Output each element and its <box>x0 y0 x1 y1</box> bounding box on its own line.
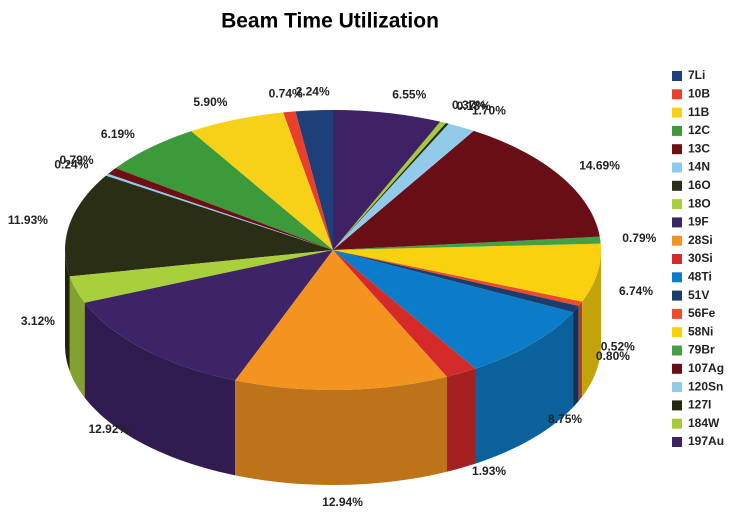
data-label: 12.92% <box>89 422 130 436</box>
data-label: 11.93% <box>8 213 48 227</box>
legend-swatch <box>672 162 682 173</box>
legend-label: 184W <box>688 416 720 430</box>
legend-swatch <box>672 125 682 136</box>
slice <box>333 250 579 313</box>
data-label: 0.52% <box>601 339 635 353</box>
slice <box>333 121 446 251</box>
legend-label: 12C <box>688 123 710 137</box>
data-label: 6.74% <box>619 284 653 298</box>
legend-swatch <box>672 308 682 319</box>
slice <box>235 250 447 390</box>
legend-label: 58Ni <box>688 324 713 338</box>
slice <box>295 110 333 250</box>
legend-label: 79Br <box>688 343 715 357</box>
legend-label: 19F <box>688 215 709 229</box>
slice <box>333 123 474 250</box>
legend-swatch <box>672 345 682 356</box>
slice <box>333 130 600 250</box>
legend-swatch <box>672 199 682 210</box>
data-label: 0.79% <box>60 153 94 167</box>
slice <box>115 131 333 250</box>
legend-swatch <box>672 71 682 81</box>
legend-label: 10B <box>688 86 710 100</box>
slice-side <box>475 312 574 464</box>
legend-label: 48Ti <box>688 269 712 283</box>
legend-swatch <box>672 217 682 228</box>
slice <box>108 168 333 250</box>
legend-swatch <box>672 107 682 118</box>
legend-label: 56Fe <box>688 306 716 320</box>
legend-label: 13C <box>688 141 710 155</box>
slice-side <box>69 276 85 398</box>
slice <box>333 236 601 250</box>
chart-title: Beam Time Utilization <box>221 10 439 33</box>
legend-label: 30Si <box>688 251 713 265</box>
data-label: 0.24% <box>54 157 88 171</box>
legend-label: 107Ag <box>688 361 724 375</box>
slice <box>333 250 574 369</box>
legend-label: 197Au <box>688 434 724 448</box>
legend-swatch <box>672 400 682 411</box>
data-label: 3.12% <box>21 314 55 328</box>
slice <box>84 250 333 381</box>
slice <box>333 243 601 302</box>
slice <box>333 250 583 306</box>
slice-side <box>578 301 583 401</box>
legend-label: 28Si <box>688 233 713 247</box>
slice <box>191 112 333 250</box>
data-label: 12.94% <box>322 495 363 509</box>
legend-label: 18O <box>688 196 711 210</box>
data-label: 0.37% <box>452 98 486 112</box>
legend-swatch <box>672 418 682 429</box>
data-label: 1.93% <box>472 464 506 478</box>
legend-swatch <box>672 144 682 155</box>
legend-label: 14N <box>688 160 710 174</box>
data-label: 1.70% <box>472 103 506 117</box>
data-label: 5.90% <box>193 95 227 109</box>
data-label: 8.75% <box>548 412 582 426</box>
slice-side <box>235 376 447 485</box>
legend-label: 7Li <box>688 68 705 82</box>
data-label: 2.24% <box>296 85 330 99</box>
data-label: 6.19% <box>101 127 135 141</box>
data-label: 0.79% <box>622 231 656 245</box>
legend-swatch <box>672 254 682 264</box>
legend-swatch <box>672 89 682 100</box>
slice-side <box>447 368 476 472</box>
legend-label: 120Sn <box>688 379 723 393</box>
legend-swatch <box>672 327 682 338</box>
legend-label: 16O <box>688 178 711 192</box>
legend-label: 51V <box>688 288 709 302</box>
legend-swatch <box>672 290 682 301</box>
slice <box>105 173 334 250</box>
legend-swatch <box>672 382 682 393</box>
slice <box>65 175 333 277</box>
legend-swatch <box>672 437 682 447</box>
slice <box>333 110 441 250</box>
data-label: 0.18% <box>457 99 491 113</box>
legend-swatch <box>672 180 682 191</box>
legend-label: 127I <box>688 398 711 412</box>
slice-side <box>573 305 579 408</box>
slice <box>69 250 333 303</box>
slice <box>333 123 449 250</box>
legend-label: 11B <box>688 105 710 119</box>
legend-swatch <box>672 235 682 246</box>
slice <box>283 111 333 250</box>
data-label: 6.55% <box>392 88 426 102</box>
legend-swatch <box>672 272 682 283</box>
legend-swatch <box>672 363 682 374</box>
data-label: 14.69% <box>579 159 620 173</box>
slice-side <box>582 250 601 397</box>
slice <box>333 250 476 377</box>
slice-side <box>84 302 236 476</box>
slice-side <box>65 250 70 372</box>
data-label: 0.74% <box>269 86 303 100</box>
data-label: 0.80% <box>596 349 630 363</box>
